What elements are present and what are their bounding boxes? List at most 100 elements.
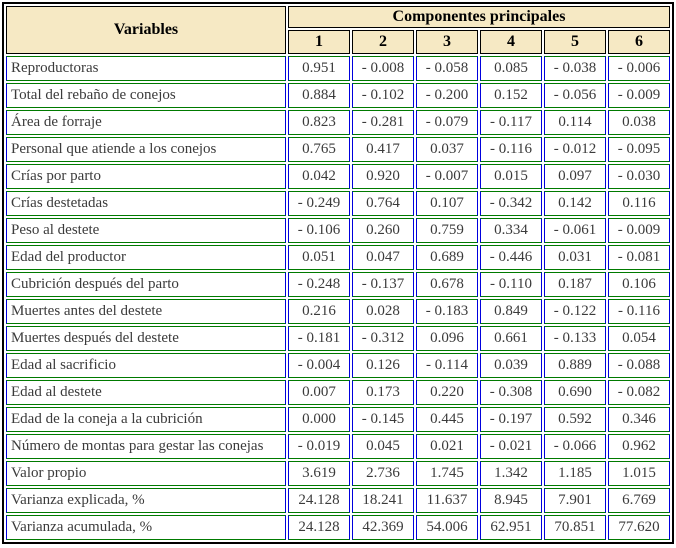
value-cell: 0.690 (544, 380, 606, 405)
value-cell: 0.031 (544, 245, 606, 270)
value-cell: - 0.088 (608, 353, 670, 378)
components-header: Componentes principales (288, 6, 670, 28)
row-label: Crías por parto (6, 164, 286, 189)
value-cell: - 0.249 (288, 191, 350, 216)
value-cell: 0.823 (288, 110, 350, 135)
value-cell: 0.085 (480, 56, 542, 81)
value-cell: 8.945 (480, 488, 542, 513)
component-number-header: 4 (480, 30, 542, 54)
value-cell: 0.126 (352, 353, 414, 378)
table-body: Reproductoras 0.951- 0.008- 0.058 0.085- 0… (6, 56, 670, 540)
value-cell: - 0.116 (480, 137, 542, 162)
table-row: Edad al destete 0.007 0.173 0.220- 0.308 0.6… (6, 380, 670, 405)
table-row: Reproductoras 0.951- 0.008- 0.058 0.085- 0… (6, 56, 670, 81)
table-row: Muertes después del destete - 0.181- 0.31… (6, 326, 670, 351)
value-cell: 0.051 (288, 245, 350, 270)
row-label: Muertes después del destete (6, 326, 286, 351)
value-cell: 0.187 (544, 272, 606, 297)
value-cell: 24.128 (288, 515, 350, 540)
value-cell: 0.038 (608, 110, 670, 135)
value-cell: 0.417 (352, 137, 414, 162)
value-cell: - 0.019 (288, 434, 350, 459)
table-row: Varianza explicada, % 24.128 18.241 11.637 8… (6, 488, 670, 513)
value-cell: - 0.012 (544, 137, 606, 162)
value-cell: - 0.004 (288, 353, 350, 378)
value-cell: - 0.106 (288, 218, 350, 243)
value-cell: - 0.009 (608, 83, 670, 108)
value-cell: 0.962 (608, 434, 670, 459)
value-cell: 70.851 (544, 515, 606, 540)
value-cell: - 0.114 (416, 353, 478, 378)
table-row: Área de forraje 0.823- 0.281- 0.079- 0.11… (6, 110, 670, 135)
value-cell: - 0.058 (416, 56, 478, 81)
value-cell: - 0.281 (352, 110, 414, 135)
value-cell: 0.054 (608, 326, 670, 351)
table-row: Edad al sacrificio - 0.004 0.126- 0.114 0.0… (6, 353, 670, 378)
value-cell: - 0.009 (608, 218, 670, 243)
table-row: Personal que atiende a los conejos 0.765 0… (6, 137, 670, 162)
table-row: Crías por parto 0.042 0.920- 0.007 0.015 0.0… (6, 164, 670, 189)
row-label: Peso al destete (6, 218, 286, 243)
row-label: Edad al destete (6, 380, 286, 405)
component-number-header: 6 (608, 30, 670, 54)
value-cell: - 0.248 (288, 272, 350, 297)
value-cell: - 0.030 (608, 164, 670, 189)
value-cell: - 0.079 (416, 110, 478, 135)
table-row: Varianza acumulada, % 24.128 42.369 54.006 6… (6, 515, 670, 540)
table-row: Edad de la coneja a la cubrición 0.000- 0… (6, 407, 670, 432)
value-cell: - 0.061 (544, 218, 606, 243)
value-cell: 1.185 (544, 461, 606, 486)
value-cell: - 0.082 (608, 380, 670, 405)
value-cell: 18.241 (352, 488, 414, 513)
value-cell: 0.047 (352, 245, 414, 270)
row-label: Edad al sacrificio (6, 353, 286, 378)
row-label: Número de montas para gestar las conejas (6, 434, 286, 459)
component-number-header: 5 (544, 30, 606, 54)
value-cell: 0.346 (608, 407, 670, 432)
value-cell: 0.884 (288, 83, 350, 108)
table-row: Total del rebaño de conejos 0.884- 0.102-… (6, 83, 670, 108)
value-cell: - 0.006 (608, 56, 670, 81)
value-cell: 1.015 (608, 461, 670, 486)
value-cell: - 0.183 (416, 299, 478, 324)
value-cell: - 0.081 (608, 245, 670, 270)
value-cell: - 0.312 (352, 326, 414, 351)
value-cell: - 0.133 (544, 326, 606, 351)
value-cell: - 0.116 (608, 299, 670, 324)
value-cell: - 0.122 (544, 299, 606, 324)
table-row: Cubrición después del parto - 0.248- 0.13… (6, 272, 670, 297)
component-number-header: 3 (416, 30, 478, 54)
value-cell: 0.764 (352, 191, 414, 216)
row-label: Reproductoras (6, 56, 286, 81)
value-cell: 0.661 (480, 326, 542, 351)
value-cell: 0.889 (544, 353, 606, 378)
value-cell: 2.736 (352, 461, 414, 486)
value-cell: 6.769 (608, 488, 670, 513)
value-cell: - 0.095 (608, 137, 670, 162)
value-cell: 54.006 (416, 515, 478, 540)
value-cell: 0.260 (352, 218, 414, 243)
value-cell: - 0.342 (480, 191, 542, 216)
row-label: Edad de la coneja a la cubrición (6, 407, 286, 432)
value-cell: - 0.308 (480, 380, 542, 405)
value-cell: - 0.056 (544, 83, 606, 108)
component-number-header: 1 (288, 30, 350, 54)
value-cell: 0.759 (416, 218, 478, 243)
value-cell: 0.037 (416, 137, 478, 162)
value-cell: - 0.038 (544, 56, 606, 81)
value-cell: 0.849 (480, 299, 542, 324)
row-label: Varianza explicada, % (6, 488, 286, 513)
row-label: Área de forraje (6, 110, 286, 135)
value-cell: 0.096 (416, 326, 478, 351)
component-number-header: 2 (352, 30, 414, 54)
row-label: Total del rebaño de conejos (6, 83, 286, 108)
value-cell: - 0.117 (480, 110, 542, 135)
value-cell: 0.689 (416, 245, 478, 270)
value-cell: 0.114 (544, 110, 606, 135)
value-cell: 0.173 (352, 380, 414, 405)
value-cell: 0.678 (416, 272, 478, 297)
variables-header: Variables (6, 6, 286, 54)
